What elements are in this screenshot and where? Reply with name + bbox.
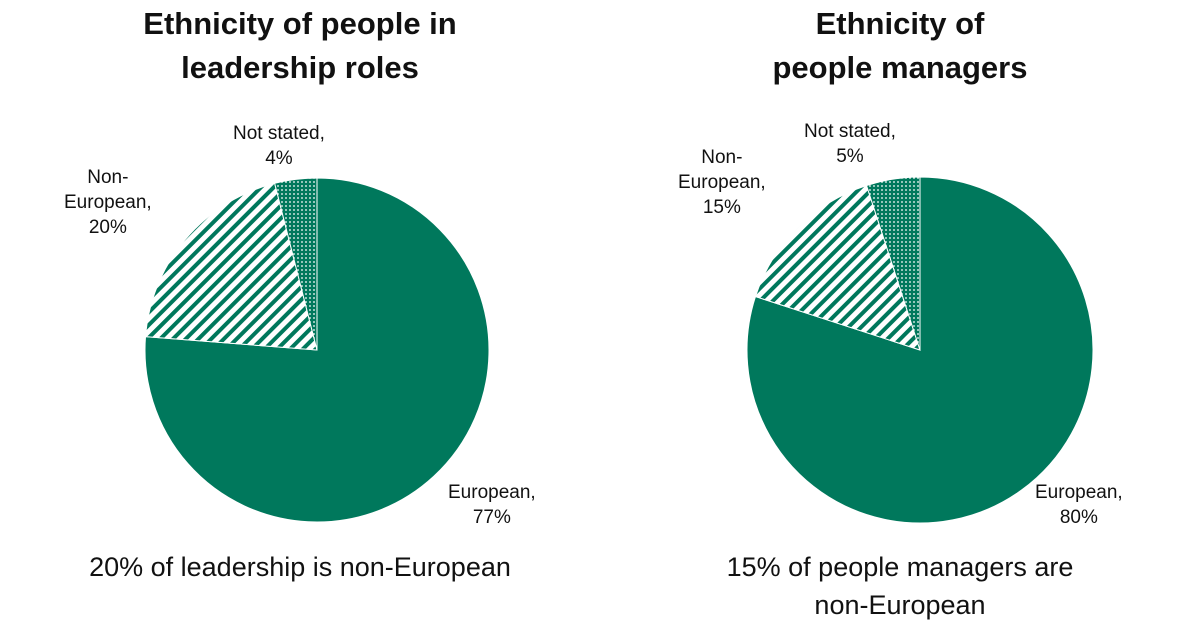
chart-title: Ethnicity of people managers [600, 2, 1200, 90]
slice-label-line: European, [678, 172, 766, 193]
pie-slice-stripes [144, 182, 318, 351]
slice-label-non-european: Non- European, 20% [64, 165, 152, 240]
slice-label-line: Non- [87, 167, 129, 188]
caption-line: 20% of leadership is non-European [89, 552, 511, 582]
slice-label-non-european: Non- European, 15% [678, 145, 766, 220]
chart-title-line: people managers [772, 50, 1028, 85]
caption-line: non-European [814, 590, 986, 620]
slice-label-line: Non- [701, 147, 743, 168]
slice-label-line: 20% [88, 217, 127, 238]
chart-caption: 15% of people managers are non-European [600, 548, 1200, 624]
slice-label-not-stated: Not stated, 4% [233, 121, 325, 171]
caption-line: 15% of people managers are [726, 552, 1074, 582]
slice-label-line: European, [1035, 482, 1123, 503]
slice-label-line: European, [64, 192, 152, 213]
chart-title-line: leadership roles [181, 50, 419, 85]
slice-label-not-stated: Not stated, 5% [804, 119, 896, 169]
chart-people-managers: Ethnicity of people managers European, 8… [600, 0, 1200, 636]
slice-label-line: 77% [472, 507, 511, 528]
chart-title-line: Ethnicity of [815, 6, 985, 41]
pie-slice-dots [274, 177, 318, 351]
slice-label-line: 5% [836, 146, 864, 167]
slice-label-european: European, 80% [1035, 480, 1123, 530]
pie-slice-dots [865, 176, 921, 351]
chart-title-line: Ethnicity of people in [143, 6, 457, 41]
slice-label-line: European, [448, 482, 536, 503]
chart-leadership: Ethnicity of people in leadership roles … [0, 2, 600, 586]
slice-label-line: Not stated, [804, 121, 896, 142]
slice-label-line: Not stated, [233, 123, 325, 144]
slice-label-european: European, 77% [448, 480, 536, 530]
pie-chart [144, 177, 490, 523]
pie-slice-stripes [754, 184, 921, 351]
chart-caption: 20% of leadership is non-European [0, 548, 600, 586]
pie-chart [746, 176, 1094, 524]
chart-title: Ethnicity of people in leadership roles [0, 2, 600, 90]
slice-label-line: 15% [702, 197, 741, 218]
slice-label-line: 4% [265, 148, 293, 169]
slice-label-line: 80% [1059, 507, 1098, 528]
